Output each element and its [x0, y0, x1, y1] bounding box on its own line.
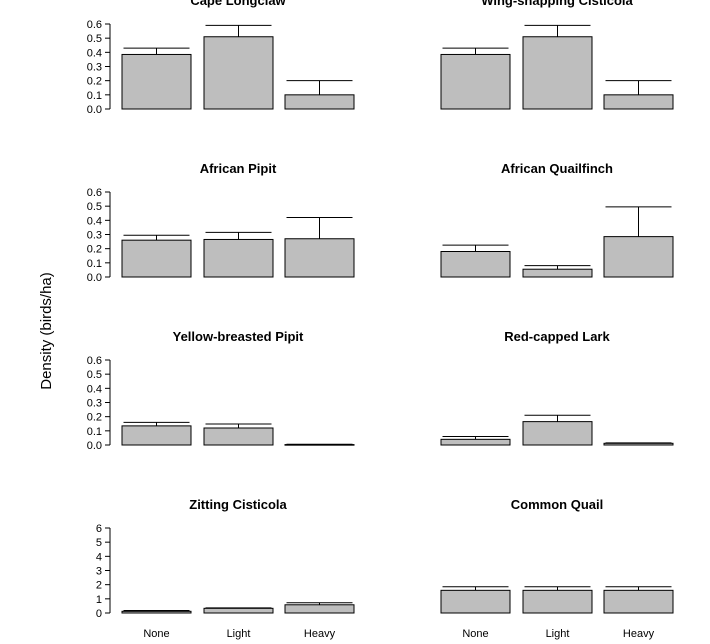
y-tick-label: 0.6 [87, 355, 102, 367]
y-tick-label: 4 [96, 551, 102, 563]
y-tick-label: 0.6 [87, 187, 102, 199]
bar-heavy [284, 604, 355, 614]
bar-heavy [603, 442, 674, 446]
x-tick-label: None [143, 628, 169, 640]
bar-light [203, 238, 274, 278]
y-tick-label: 0.6 [87, 19, 102, 31]
y-tick-label: 0.5 [87, 369, 102, 381]
bar-heavy [603, 589, 674, 614]
panel-title: Common Quail [511, 497, 603, 512]
y-tick-label: 0.4 [87, 215, 102, 227]
y-tick-label: 0.4 [87, 383, 102, 395]
y-tick-label: 0.0 [87, 272, 102, 284]
panel-common-quail: Common Quail None Light Heavy [440, 497, 674, 640]
x-tick-label: Heavy [623, 628, 655, 640]
bar-none [440, 589, 511, 614]
y-tick-label: 0 [96, 608, 102, 620]
y-tick-label: 0.1 [87, 426, 102, 438]
x-tick-label: Light [227, 628, 251, 640]
bar-light [522, 421, 593, 446]
y-tick-label: 0.5 [87, 33, 102, 45]
bar-none [440, 438, 511, 446]
bar-heavy [284, 238, 355, 278]
x-tick-label: None [462, 628, 488, 640]
panel-cape-longclaw: Cape Longclaw 0.0 0.1 0.2 0.3 0.4 0.5 0.6 [87, 0, 355, 116]
y-tick-label: 0.2 [87, 76, 102, 88]
y-tick-label: 0.2 [87, 412, 102, 424]
panel-wing-snapping-cisticola: Wing-snapping Cisticola [440, 0, 674, 110]
y-tick-label: 0.3 [87, 62, 102, 74]
panel-title: Zitting Cisticola [189, 497, 287, 512]
y-tick-label: 0.5 [87, 201, 102, 213]
panel-african-pipit: African Pipit 0.0 0.1 0.2 0.3 0.4 0.5 0.6 [87, 161, 355, 284]
y-tick-label: 0.3 [87, 230, 102, 242]
bar-none [121, 610, 192, 614]
panel-red-capped-lark: Red-capped Lark [440, 329, 674, 446]
bar-heavy [284, 94, 355, 110]
panel-title: Red-capped Lark [504, 329, 610, 344]
bar-none [121, 53, 192, 110]
y-tick-label: 0.1 [87, 90, 102, 102]
y-tick-label: 0.3 [87, 398, 102, 410]
bar-heavy [603, 236, 674, 278]
panel-title: Wing-snapping Cisticola [481, 0, 633, 8]
bar-none [440, 53, 511, 110]
y-tick-label: 0.2 [87, 244, 102, 256]
bar-none [440, 251, 511, 278]
x-tick-label: Heavy [304, 628, 336, 640]
panel-zitting-cisticola: Zitting Cisticola 0 1 2 3 4 5 6 None Light Heavy [96, 497, 355, 640]
y-tick-label: 2 [96, 580, 102, 592]
bar-light [203, 607, 274, 614]
y-tick-label: 0.1 [87, 258, 102, 270]
y-tick-label: 0.0 [87, 440, 102, 452]
panel-yellow-breasted-pipit: Yellow-breasted Pipit 0.0 0.1 0.2 0.3 0.4 0.5 0… [87, 329, 355, 452]
y-tick-label: 3 [96, 566, 102, 578]
y-tick-label: 1 [96, 594, 102, 606]
y-tick-label: 5 [96, 537, 102, 549]
panel-title: African Pipit [200, 161, 277, 176]
bar-light [522, 589, 593, 614]
bar-heavy [603, 94, 674, 110]
panel-title: African Quailfinch [501, 161, 613, 176]
y-tick-label: 0.4 [87, 47, 102, 59]
y-tick-label: 6 [96, 523, 102, 535]
x-tick-label: Light [546, 628, 570, 640]
panel-title: Cape Longclaw [190, 0, 286, 8]
y-axis-title: Density (birds/ha) [38, 272, 55, 390]
bar-light [522, 268, 593, 278]
bar-none [121, 239, 192, 278]
bar-light [203, 36, 274, 110]
panel-title: Yellow-breasted Pipit [173, 329, 304, 344]
panel-african-quailfinch: African Quailfinch [440, 161, 674, 278]
panel-grid: Cape Longclaw 0.0 0.1 0.2 0.3 0.4 0.5 0.6 Wing-s… [87, 0, 674, 640]
bar-light [203, 427, 274, 446]
y-tick-label: 0.0 [87, 104, 102, 116]
bar-none [121, 425, 192, 446]
bar-light [522, 36, 593, 110]
